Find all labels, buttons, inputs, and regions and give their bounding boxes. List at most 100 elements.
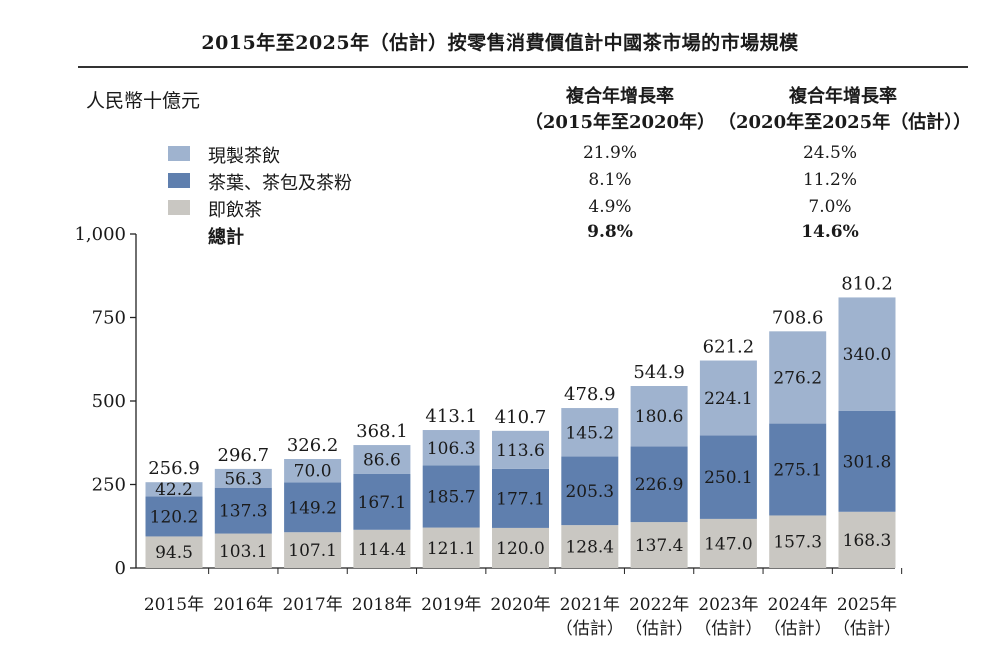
bar-value-label: 276.2 xyxy=(773,368,822,388)
bar-segment xyxy=(422,465,480,528)
bar-segment xyxy=(630,446,688,523)
bar-value-label: 113.6 xyxy=(496,441,545,461)
bar-value-label: 120.0 xyxy=(496,539,545,559)
bar-value-label: 180.6 xyxy=(635,407,684,427)
unit-label: 人民幣十億元 xyxy=(86,90,201,112)
bar-segment xyxy=(284,532,342,568)
bar-segment xyxy=(699,435,757,519)
legend-swatch xyxy=(168,173,190,188)
y-tick-label: 250 xyxy=(92,475,126,496)
legend-swatch xyxy=(168,200,190,215)
bar-total-label: 326.2 xyxy=(287,435,339,456)
bar-segment xyxy=(145,482,203,497)
bar-value-label: 42.2 xyxy=(155,480,193,500)
x-tick-label: 2019年 xyxy=(421,595,481,615)
bar-segment xyxy=(422,527,480,568)
bar-value-label: 145.2 xyxy=(565,423,614,443)
bar-value-label: 177.1 xyxy=(496,489,545,509)
bar-value-label: 86.6 xyxy=(363,451,401,471)
x-tick-label-sub: （估計） xyxy=(625,619,693,639)
cagr-header-line2: （2015年至2020年） xyxy=(524,112,716,133)
bar-total-label: 544.9 xyxy=(633,362,685,383)
bar-value-label: 275.1 xyxy=(773,461,822,481)
bar-value-label: 168.3 xyxy=(843,531,892,551)
bar-segment xyxy=(284,482,342,533)
bar-segment xyxy=(353,473,411,530)
legend-label: 總計 xyxy=(208,227,244,248)
cagr-header-2020-2025: 複合年增長率 （2020年至2025年（估計）） xyxy=(718,84,972,136)
legend-label: 茶葉、茶包及茶粉 xyxy=(208,173,352,194)
legend-row-total: 總計 xyxy=(168,221,968,249)
cagr-value: 21.9% xyxy=(582,143,637,163)
bar-value-label: 94.5 xyxy=(155,543,193,563)
y-tick-label: 0 xyxy=(115,558,126,579)
bar-value-label: 224.1 xyxy=(704,389,753,409)
x-tick-label: 2025年 xyxy=(837,595,897,615)
bar-segment xyxy=(284,459,342,483)
bar-segment xyxy=(145,496,203,537)
bar-segment xyxy=(422,430,480,466)
cagr-value: 8.1% xyxy=(588,170,632,190)
x-tick-label-sub: （估計） xyxy=(833,619,901,639)
bar-segment xyxy=(561,456,619,526)
legend-row-rtd-tea: 即飲茶 xyxy=(168,194,968,222)
bar-total-label: 410.7 xyxy=(495,407,547,428)
bar-segment xyxy=(214,468,272,488)
x-tick-label: 2016年 xyxy=(213,595,273,615)
x-tick-label: 2018年 xyxy=(352,595,412,615)
x-tick-label: 2023年 xyxy=(698,595,758,615)
bar-segment xyxy=(838,511,896,568)
bar-value-label: 56.3 xyxy=(224,469,262,489)
x-tick-label-sub: （估計） xyxy=(694,619,762,639)
chart-title: 2015年至2025年（估計）按零售消費價值計中國茶市場的市場規模 xyxy=(201,32,799,54)
x-tick-label-sub: （估計） xyxy=(764,619,832,639)
bar-segment xyxy=(630,386,688,447)
cagr-value-total: 14.6% xyxy=(801,222,859,242)
cagr-header-line2: （2020年至2025年（估計）） xyxy=(718,112,972,133)
cagr-value: 4.9% xyxy=(588,197,632,217)
bar-total-label: 478.9 xyxy=(564,384,616,405)
cagr-value-total: 9.8% xyxy=(587,222,633,242)
bar-total-label: 708.6 xyxy=(772,307,824,328)
bar-segment xyxy=(838,410,896,512)
bar-value-label: 205.3 xyxy=(565,482,614,502)
bar-segment xyxy=(353,529,411,568)
bar-value-label: 301.8 xyxy=(843,452,892,472)
bar-value-label: 128.4 xyxy=(565,538,614,558)
bar-value-label: 137.4 xyxy=(635,536,684,556)
bar-value-label: 137.3 xyxy=(219,502,268,522)
cagr-value: 24.5% xyxy=(802,143,857,163)
legend-label: 現製茶飲 xyxy=(208,146,280,167)
bar-segment xyxy=(699,518,757,568)
bar-total-label: 368.1 xyxy=(356,421,408,442)
bar-value-label: 147.0 xyxy=(704,534,753,554)
bar-segment xyxy=(492,468,549,528)
bar-total-label: 296.7 xyxy=(218,445,270,466)
bar-segment xyxy=(769,515,827,568)
bar-segment xyxy=(630,522,688,568)
x-tick-label: 2024年 xyxy=(768,595,828,615)
bar-value-label: 114.4 xyxy=(358,540,407,560)
bar-value-label: 157.3 xyxy=(773,533,822,553)
bar-segment xyxy=(214,533,272,568)
cagr-header-2015-2020: 複合年增長率 （2015年至2020年） xyxy=(520,84,720,136)
bar-value-label: 250.1 xyxy=(704,468,753,488)
bar-value-label: 107.1 xyxy=(288,541,337,561)
bar-value-label: 226.9 xyxy=(635,475,684,495)
cagr-header-line1: 複合年增長率 xyxy=(789,86,897,107)
cagr-header-line1: 複合年增長率 xyxy=(566,86,674,107)
bar-total-label: 413.1 xyxy=(425,406,477,427)
legend-swatch xyxy=(168,146,190,161)
legend-label: 即飲茶 xyxy=(208,200,262,221)
title-rule xyxy=(78,66,968,68)
bar-total-label: 256.9 xyxy=(148,458,200,479)
bar-value-label: 120.2 xyxy=(150,507,199,527)
bar-value-label: 103.1 xyxy=(219,542,268,562)
bar-segment xyxy=(561,525,619,568)
x-tick-label: 2017年 xyxy=(282,595,342,615)
bar-segment xyxy=(214,487,272,534)
bar-segment xyxy=(492,430,549,469)
bar-value-label: 149.2 xyxy=(288,498,337,518)
y-tick-label: 1,000 xyxy=(74,224,126,245)
bar-segment xyxy=(769,331,827,424)
